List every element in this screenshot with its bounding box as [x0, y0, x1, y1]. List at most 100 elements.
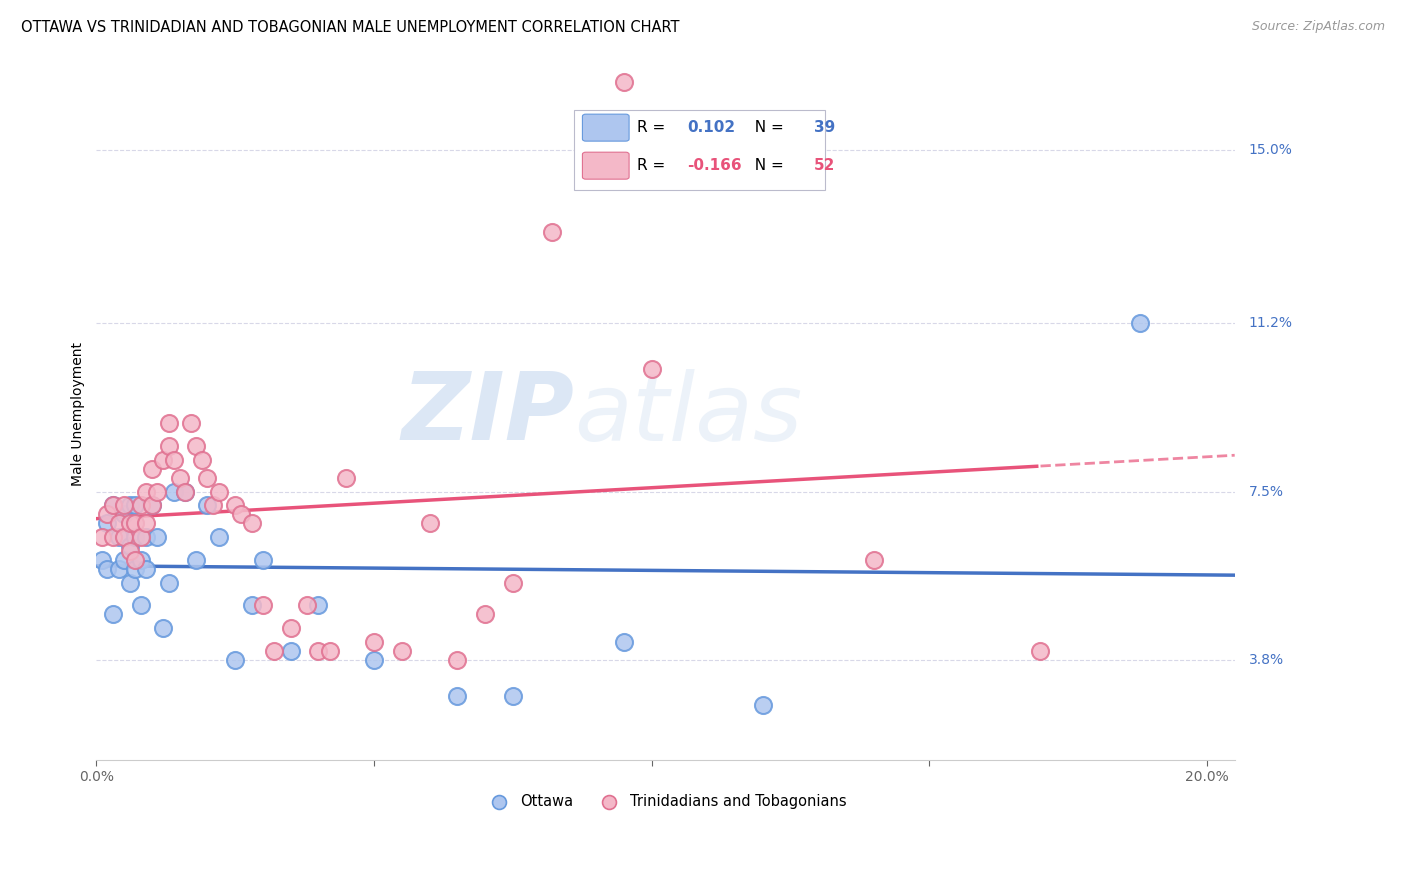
Point — [280, 621, 302, 635]
Point — [129, 553, 152, 567]
Point — [107, 562, 129, 576]
Point — [112, 508, 135, 522]
Point — [224, 653, 246, 667]
Point — [112, 530, 135, 544]
Point — [446, 653, 468, 667]
Point — [124, 553, 146, 567]
Point — [297, 599, 319, 613]
Point — [129, 599, 152, 613]
Point — [613, 634, 636, 648]
Point — [96, 508, 118, 522]
Text: 3.8%: 3.8% — [1249, 653, 1284, 667]
Point — [101, 607, 124, 622]
Point — [1029, 644, 1052, 658]
Point — [613, 75, 636, 89]
Point — [124, 562, 146, 576]
Point — [280, 644, 302, 658]
Point — [502, 690, 524, 704]
Point — [240, 599, 263, 613]
Point — [197, 471, 219, 485]
Point — [169, 471, 191, 485]
Y-axis label: Male Unemployment: Male Unemployment — [72, 343, 86, 486]
FancyBboxPatch shape — [582, 114, 628, 141]
Point — [90, 530, 112, 544]
Point — [129, 530, 152, 544]
Text: 39: 39 — [814, 120, 835, 135]
Text: N =: N = — [745, 158, 789, 173]
Point — [335, 471, 357, 485]
Point — [418, 516, 440, 531]
Text: Source: ZipAtlas.com: Source: ZipAtlas.com — [1251, 20, 1385, 33]
Text: 52: 52 — [814, 158, 835, 173]
Point — [207, 484, 229, 499]
Point — [129, 498, 152, 512]
FancyBboxPatch shape — [582, 153, 628, 179]
Point — [585, 153, 607, 167]
Text: -0.166: -0.166 — [688, 158, 742, 173]
Point — [112, 498, 135, 512]
Text: R =: R = — [637, 158, 671, 173]
Point — [157, 439, 180, 453]
Point — [207, 530, 229, 544]
Point — [308, 644, 330, 658]
Point — [152, 452, 174, 467]
Point — [502, 575, 524, 590]
Text: OTTAWA VS TRINIDADIAN AND TOBAGONIAN MALE UNEMPLOYMENT CORRELATION CHART: OTTAWA VS TRINIDADIAN AND TOBAGONIAN MAL… — [21, 20, 679, 35]
Point — [107, 530, 129, 544]
Point — [186, 439, 208, 453]
Point — [146, 484, 169, 499]
Point — [252, 599, 274, 613]
Point — [180, 417, 202, 431]
Point — [318, 644, 340, 658]
Point — [135, 530, 157, 544]
Point — [1129, 316, 1152, 330]
Point — [163, 484, 186, 499]
Point — [201, 498, 224, 512]
Point — [363, 653, 385, 667]
Point — [135, 484, 157, 499]
Point — [141, 498, 163, 512]
Point — [101, 498, 124, 512]
Legend: Ottawa, Trinidadians and Tobagonians: Ottawa, Trinidadians and Tobagonians — [479, 789, 852, 815]
Text: 0.102: 0.102 — [688, 120, 735, 135]
Point — [391, 644, 413, 658]
Point — [101, 530, 124, 544]
Point — [118, 539, 141, 553]
Point — [157, 575, 180, 590]
Point — [862, 553, 884, 567]
Point — [174, 484, 197, 499]
FancyBboxPatch shape — [575, 110, 825, 189]
Point — [163, 452, 186, 467]
Point — [118, 543, 141, 558]
Point — [124, 516, 146, 531]
Point — [135, 562, 157, 576]
Point — [141, 498, 163, 512]
Point — [118, 575, 141, 590]
Point — [252, 553, 274, 567]
Point — [363, 634, 385, 648]
Point — [124, 498, 146, 512]
Point — [107, 516, 129, 531]
Text: ZIP: ZIP — [402, 368, 575, 460]
Point — [540, 225, 562, 239]
Point — [174, 484, 197, 499]
Point — [135, 516, 157, 531]
Point — [101, 498, 124, 512]
Text: N =: N = — [745, 120, 789, 135]
Point — [229, 508, 252, 522]
Point — [474, 607, 496, 622]
Point — [152, 621, 174, 635]
Point — [751, 698, 773, 713]
Point — [191, 452, 214, 467]
Point — [118, 498, 141, 512]
Point — [263, 644, 285, 658]
Point — [640, 361, 662, 376]
Text: atlas: atlas — [575, 368, 803, 459]
Point — [90, 553, 112, 567]
Text: R =: R = — [637, 120, 671, 135]
Point — [96, 562, 118, 576]
Point — [146, 530, 169, 544]
Point — [157, 417, 180, 431]
Point — [124, 530, 146, 544]
Point — [186, 553, 208, 567]
